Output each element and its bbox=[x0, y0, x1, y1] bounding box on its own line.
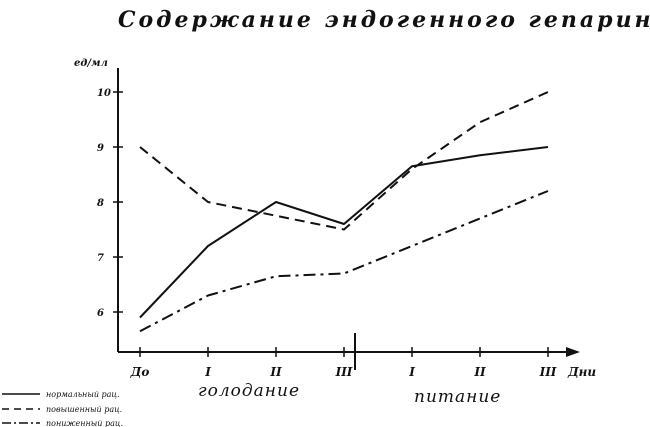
chart-title: Содержание эндогенного гепарина в ед/мл bbox=[118, 7, 650, 33]
legend-label-high: повышенный рац. bbox=[46, 405, 122, 414]
y-axis-label: ед/мл bbox=[74, 58, 108, 69]
x-tick-label: II bbox=[269, 365, 282, 379]
legend-label-normal: нормальный рац. bbox=[46, 390, 120, 399]
x-tick-label: III bbox=[335, 365, 353, 379]
group-label-feeding: питание bbox=[414, 387, 501, 407]
series-line-high bbox=[139, 91, 549, 231]
y-tick-label: 6 bbox=[97, 308, 104, 319]
x-tick-label: I bbox=[408, 365, 415, 379]
x-axis-label: Дни bbox=[567, 365, 596, 379]
legend-label-low: пониженный рац. bbox=[46, 419, 123, 427]
y-tick-label: 7 bbox=[97, 253, 104, 264]
y-tick-label: 10 bbox=[97, 88, 111, 99]
series-line-normal bbox=[139, 146, 549, 319]
x-tick-label: II bbox=[473, 365, 486, 379]
group-label-fasting: голодание bbox=[198, 381, 300, 401]
x-axis-arrow bbox=[566, 347, 580, 357]
x-tick-label: До bbox=[130, 365, 150, 379]
x-tick-label: III bbox=[539, 365, 557, 379]
y-tick-label: 8 bbox=[97, 198, 104, 209]
series-line-low bbox=[139, 190, 549, 333]
x-tick-label: I bbox=[204, 365, 211, 379]
y-tick-label: 9 bbox=[97, 143, 104, 154]
legend: нормальный рац. повышенный рац. пониженн… bbox=[2, 390, 123, 427]
